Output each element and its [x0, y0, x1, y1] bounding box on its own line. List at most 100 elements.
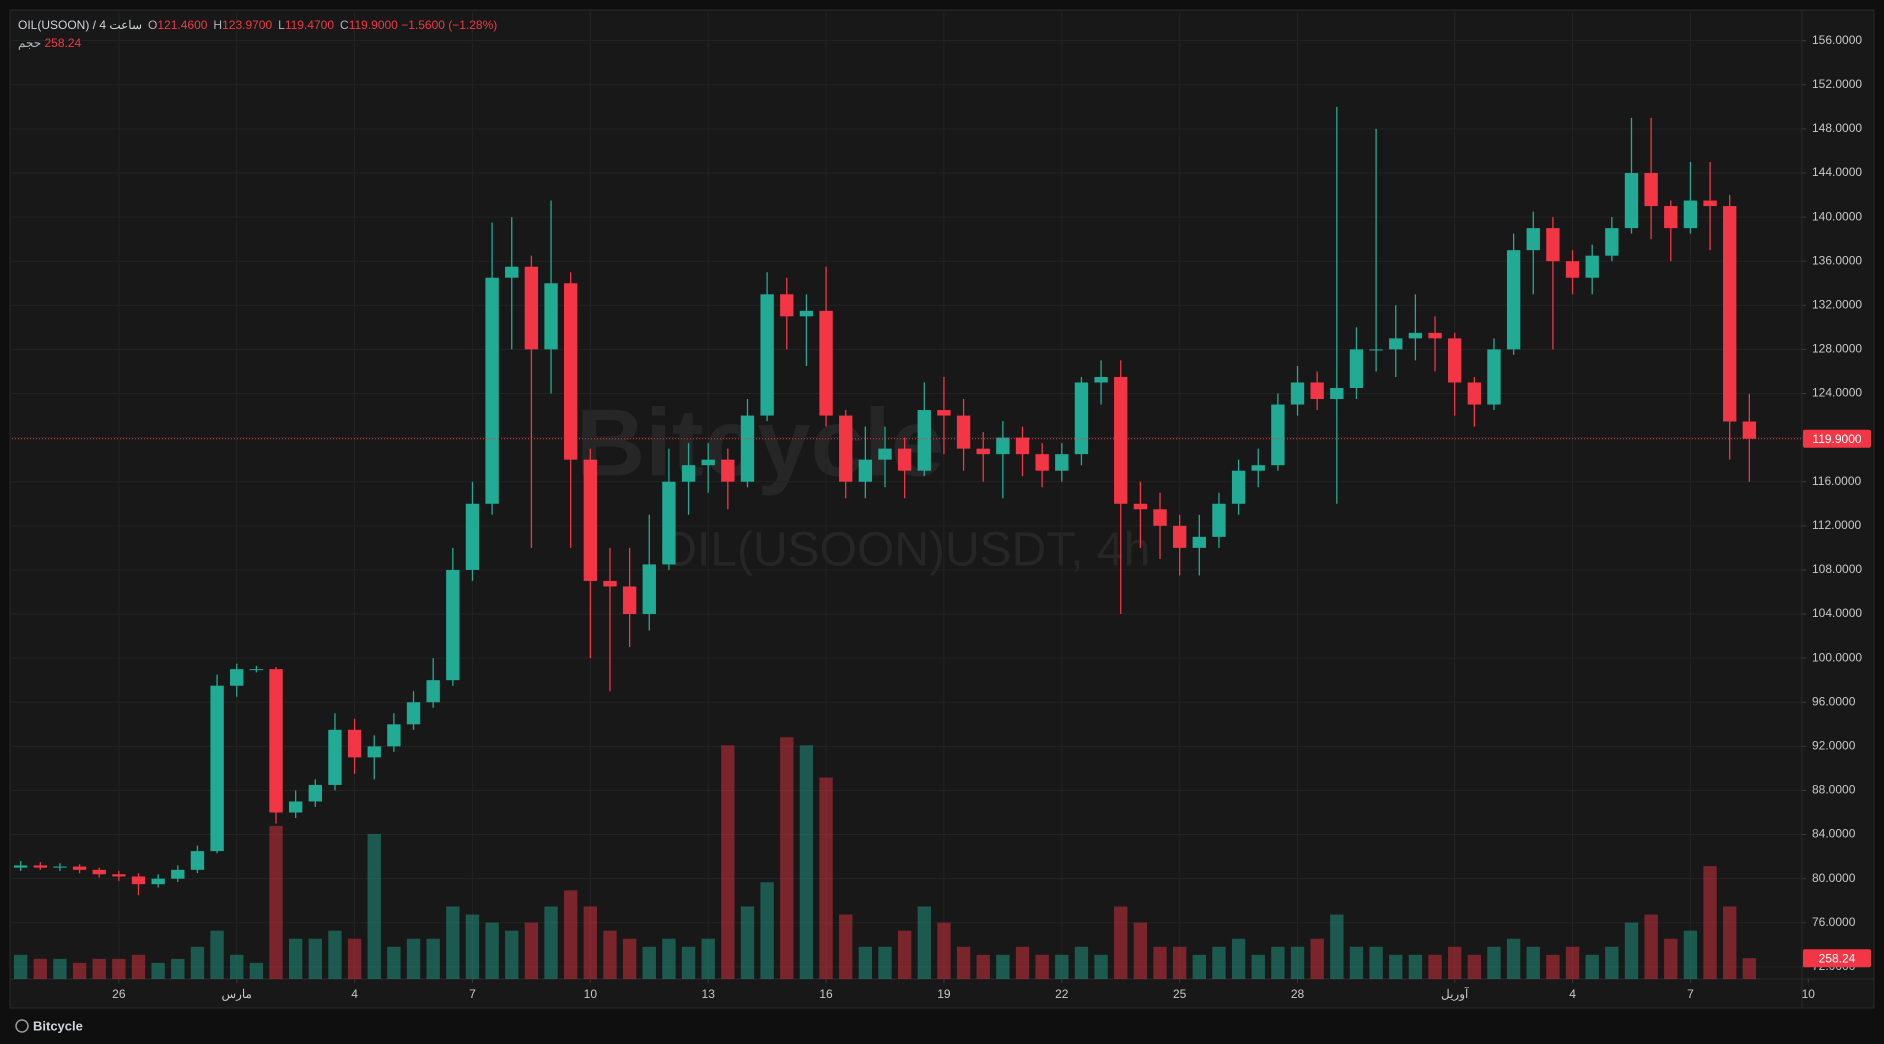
candle-body — [1389, 338, 1403, 350]
y-tick-label: 152.0000 — [1812, 77, 1862, 91]
volume-bar — [603, 930, 617, 979]
candle-body — [1683, 200, 1698, 229]
volume-bar — [937, 922, 951, 979]
candle-body — [1192, 536, 1206, 548]
volume-bar — [858, 946, 873, 979]
candle-body — [819, 310, 833, 416]
volume-bar — [799, 745, 814, 979]
volume-bar — [1035, 954, 1049, 979]
volume-bar — [524, 922, 539, 979]
candle-body — [33, 865, 47, 868]
legend-row: OIL(USOON) / 4 ساعت O121.4600 H123.9700 L11… — [18, 16, 497, 34]
volume-bar — [642, 946, 656, 979]
volume-value: 258.24 — [44, 36, 82, 50]
candle-body — [328, 729, 342, 785]
y-tick-label: 100.0000 — [1812, 650, 1862, 664]
volume-bar — [230, 954, 244, 979]
volume-bar — [1310, 938, 1324, 979]
candle-body — [917, 410, 931, 471]
candle-body — [1153, 509, 1167, 526]
volume-bar — [1172, 946, 1187, 979]
y-tick-label: 136.0000 — [1812, 253, 1862, 267]
y-tick-label: 96.0000 — [1812, 694, 1856, 708]
volume-bar — [1526, 946, 1540, 979]
candle-body — [1487, 349, 1501, 405]
volume-bar — [1330, 914, 1344, 979]
candle-body — [1035, 454, 1049, 471]
candle-body — [1015, 437, 1030, 455]
candle-body — [681, 465, 696, 482]
y-tick-label: 144.0000 — [1812, 165, 1862, 179]
y-tick-label: 80.0000 — [1812, 871, 1856, 885]
volume-bar — [1703, 866, 1717, 979]
footer-logo — [15, 1019, 29, 1033]
legend-value: 121.4600 — [157, 18, 208, 32]
candle-body — [112, 874, 126, 877]
candle-body — [1624, 172, 1639, 229]
volume-bar — [1644, 914, 1658, 979]
watermark: OIL(USOON)USDT, 4h — [660, 524, 1151, 577]
x-tick-label: آوریل — [1441, 986, 1469, 1001]
candle-body — [1251, 465, 1265, 471]
y-tick-label: 156.0000 — [1812, 33, 1862, 47]
candle-body — [740, 415, 755, 482]
volume-bar — [288, 938, 303, 979]
x-tick-label: 26 — [112, 987, 126, 1001]
ohlc: O121.4600 H123.9700 L119.4700 C119.9000 — [142, 18, 398, 32]
y-tick-label: 140.0000 — [1812, 209, 1862, 223]
candle-body — [544, 283, 558, 350]
candle-body — [976, 448, 990, 455]
candle-body — [1448, 338, 1462, 383]
x-tick-label: 4 — [1569, 987, 1576, 1001]
y-tick-label: 88.0000 — [1812, 783, 1856, 797]
volume-bar — [1487, 946, 1501, 979]
volume-row: حجم 258.24 — [18, 34, 497, 52]
candle-body — [446, 569, 460, 681]
candle-body — [1408, 332, 1423, 339]
volume-bar — [544, 906, 558, 979]
candle-body — [858, 459, 873, 482]
candle-body — [131, 876, 146, 885]
chart-panel — [9, 9, 1875, 1009]
volume-bar — [53, 958, 67, 979]
volume-bar — [1074, 946, 1089, 979]
x-tick-label: 10 — [584, 987, 598, 1001]
volume-bar — [839, 914, 853, 979]
volume-bar — [1742, 958, 1757, 979]
volume-bar — [1271, 946, 1285, 979]
y-tick-label: 76.0000 — [1812, 915, 1856, 929]
candle-body — [72, 866, 87, 870]
candle-body — [583, 459, 598, 581]
volume-bar — [33, 958, 47, 979]
candle-body — [1114, 376, 1128, 504]
candle-body — [603, 580, 617, 587]
y-tick-label: 116.0000 — [1812, 474, 1861, 488]
volume-bar — [1349, 946, 1364, 979]
volume-bar — [190, 946, 205, 979]
volume-bar — [976, 954, 990, 979]
volume-bar — [1467, 954, 1482, 979]
candle-body — [622, 586, 637, 615]
watermark-logo: Bitcycle — [576, 389, 944, 496]
volume-bar — [1133, 922, 1148, 979]
y-tick-label: 84.0000 — [1812, 827, 1856, 841]
candle-body — [151, 878, 165, 885]
candle-body — [190, 851, 205, 870]
volume-bar — [1251, 954, 1265, 979]
candle-body — [465, 503, 480, 570]
candle-body — [1310, 382, 1324, 400]
candle-body — [839, 415, 853, 482]
volume-bar — [72, 962, 87, 979]
volume-bar — [1290, 946, 1305, 979]
volume-bar — [1231, 938, 1246, 979]
candle-body — [426, 680, 440, 703]
candle-body — [564, 283, 578, 460]
candle-body — [878, 448, 892, 460]
volume-bar — [622, 938, 637, 979]
y-tick-label: 132.0000 — [1812, 297, 1862, 311]
volume-box — [1803, 949, 1871, 968]
candle-body — [1231, 470, 1246, 504]
symbol: OIL(USOON) / 4 ساعت — [18, 18, 143, 32]
candle-body — [1428, 332, 1442, 339]
